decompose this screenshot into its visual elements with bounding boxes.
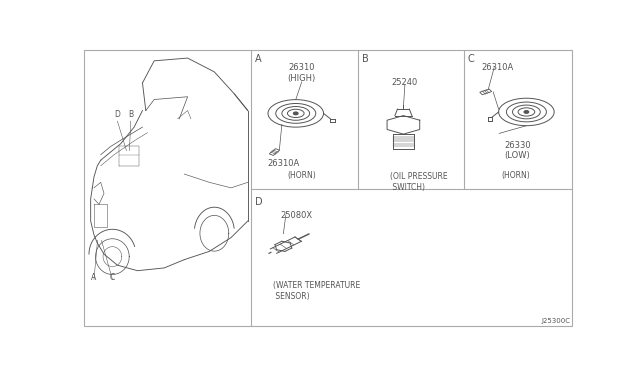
Text: SENSOR): SENSOR) (273, 292, 310, 301)
Text: 26310
(HIGH): 26310 (HIGH) (287, 63, 316, 83)
Text: 25080X: 25080X (281, 211, 313, 220)
Text: C: C (109, 273, 115, 282)
Text: 26310A: 26310A (482, 63, 514, 72)
Text: C: C (468, 54, 475, 64)
Text: B: B (362, 54, 369, 64)
Text: D: D (255, 197, 262, 207)
Circle shape (294, 112, 298, 115)
Text: (OIL PRESSURE: (OIL PRESSURE (390, 172, 447, 181)
Text: J25300C: J25300C (541, 318, 570, 324)
Text: D: D (115, 110, 120, 119)
Text: (WATER TEMPERATURE: (WATER TEMPERATURE (273, 281, 361, 290)
Text: 26310A: 26310A (268, 159, 300, 168)
Text: B: B (128, 110, 133, 119)
Text: 26330
(LOW): 26330 (LOW) (504, 141, 531, 160)
Circle shape (524, 111, 529, 113)
Text: (HORN): (HORN) (287, 171, 316, 180)
Text: SWITCH): SWITCH) (390, 183, 425, 192)
Text: 25240: 25240 (392, 78, 418, 87)
Text: A: A (92, 273, 97, 282)
Text: (HORN): (HORN) (501, 171, 530, 180)
Text: A: A (255, 54, 261, 64)
